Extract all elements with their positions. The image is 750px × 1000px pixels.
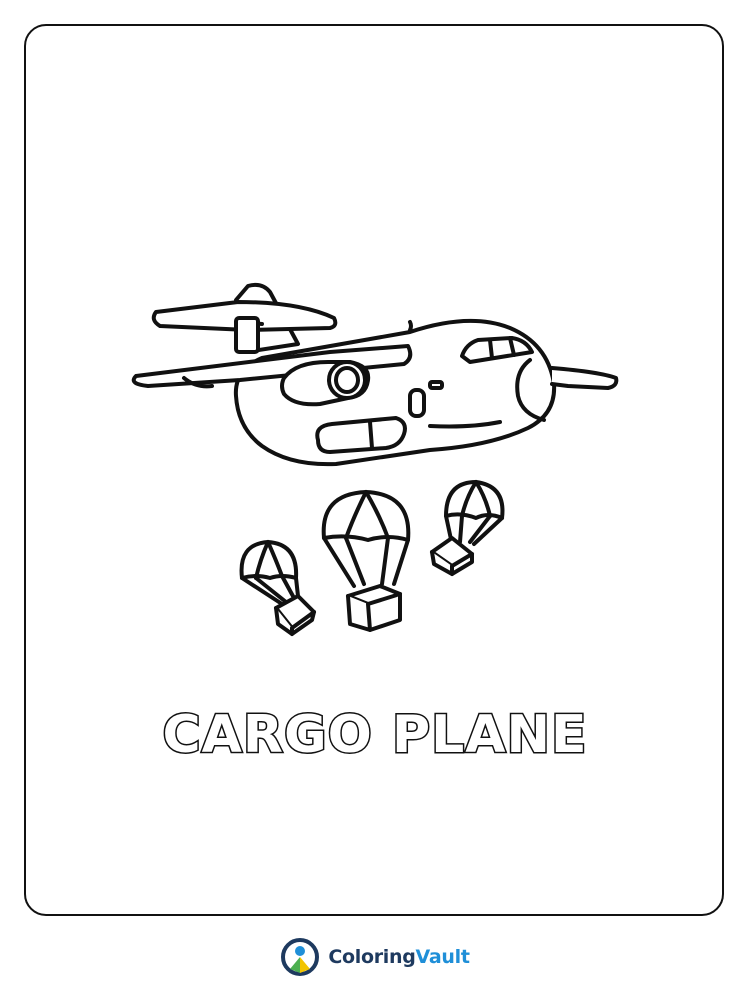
page-frame (24, 24, 724, 916)
plane-gear-pod (315, 416, 407, 454)
brand-name: ColoringVault (328, 946, 470, 968)
parachute-crate-left (239, 540, 316, 636)
brand-name-part2: Vault (415, 946, 470, 968)
parachute-crate-center (321, 490, 411, 632)
brand-footer[interactable]: ColoringVault (0, 935, 750, 979)
page-title: CARGO PLANE (161, 704, 588, 767)
plane-wing (131, 344, 413, 389)
plane-engine (280, 360, 371, 407)
coloringvault-logo-icon (281, 938, 320, 976)
parachute-crate-right (430, 480, 505, 576)
brand-name-part1: Coloring (328, 946, 416, 968)
plane-far-wing (550, 366, 619, 390)
plane-horizontal-stabilizer (151, 300, 338, 354)
